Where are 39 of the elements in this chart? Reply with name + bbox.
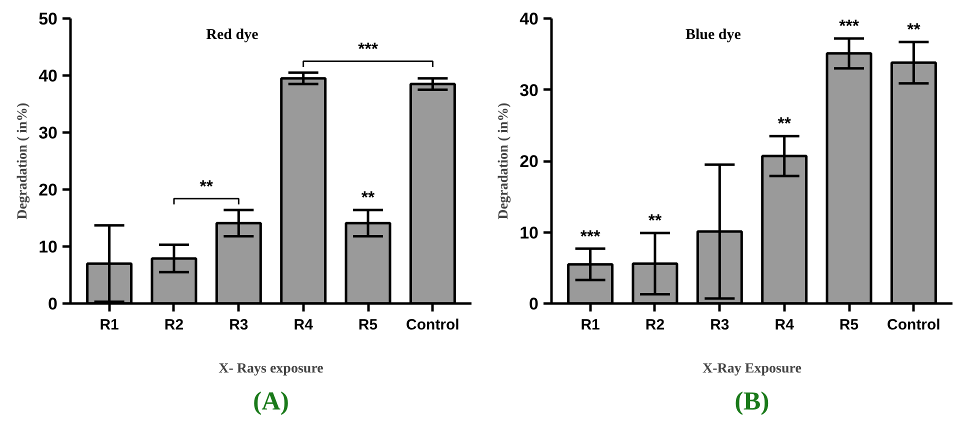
text: Blue dye xyxy=(685,27,742,44)
y-tick-label: 30 xyxy=(38,124,58,142)
x-tick-label: R2 xyxy=(164,316,184,334)
y-tick-label: 20 xyxy=(38,180,58,200)
x-tick-label: Control xyxy=(887,316,940,334)
annotation: *** xyxy=(839,16,860,36)
y-tick-label: 50 xyxy=(38,10,58,28)
x-tick-label: R2 xyxy=(645,316,665,334)
x-tick-label: R5 xyxy=(358,316,378,334)
x-tick-label: R3 xyxy=(710,316,730,334)
y-tick-label: 10 xyxy=(38,238,58,256)
y-tick-label: 40 xyxy=(520,10,539,28)
x-tick-label: R4 xyxy=(774,316,795,334)
x-tick-label: R3 xyxy=(229,316,248,334)
y-tick-label: 0 xyxy=(48,294,58,314)
annotation: ** xyxy=(361,188,376,208)
x-tick-label: R5 xyxy=(839,316,859,334)
x-tick-label: R1 xyxy=(580,316,600,334)
annotation: *** xyxy=(580,226,601,246)
annotation: ** xyxy=(200,176,214,196)
x-axis-title: X- Rays exposure xyxy=(218,362,324,376)
y-tick-label: 20 xyxy=(520,152,539,171)
y-tick-label: 0 xyxy=(529,294,539,314)
text: (B) xyxy=(734,386,770,416)
text: (A) xyxy=(252,386,290,416)
x-tick-label: Control xyxy=(406,316,460,334)
annotation: ** xyxy=(778,114,792,134)
annotation: ** xyxy=(907,20,921,40)
y-tick-label: 30 xyxy=(520,80,539,100)
x-tick-label: R1 xyxy=(100,316,119,334)
text: Red dye xyxy=(206,27,259,44)
annotation: *** xyxy=(358,39,378,58)
x-axis-title: X-Ray Exposure xyxy=(702,362,802,376)
y-axis-title: Degradation ( in%) xyxy=(16,102,31,220)
y-tick-label: 40 xyxy=(38,66,58,86)
x-tick-label: R4 xyxy=(294,316,314,334)
annotation: ** xyxy=(648,211,662,230)
y-tick-label: 10 xyxy=(520,223,539,242)
y-axis-title: Degradation ( in%) xyxy=(496,102,512,220)
